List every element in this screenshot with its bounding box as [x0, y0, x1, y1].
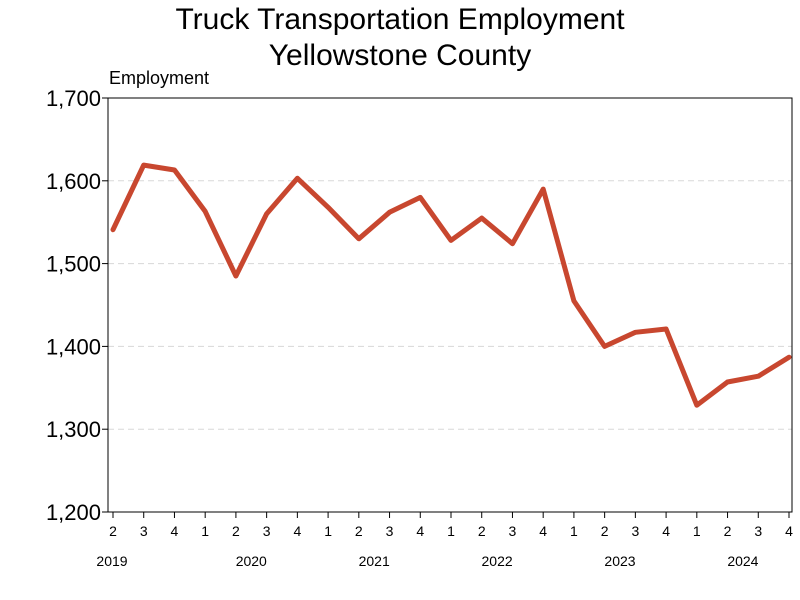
x-tick-label: 1 — [324, 523, 332, 539]
data-point — [110, 227, 116, 232]
data-point — [325, 205, 331, 210]
y-tick-label: 1,200 — [46, 500, 101, 525]
data-point — [510, 241, 515, 246]
data-point — [694, 402, 700, 408]
x-tick-label: 1 — [570, 523, 578, 539]
x-tick-label: 3 — [263, 523, 271, 539]
x-tick-label: 4 — [293, 523, 301, 539]
data-point — [540, 186, 546, 192]
data-point — [725, 379, 730, 385]
year-label: 2020 — [236, 553, 267, 569]
year-label: 2023 — [604, 553, 635, 569]
x-tick-label: 1 — [693, 523, 701, 539]
data-point — [633, 330, 638, 335]
x-tick-label: 3 — [509, 523, 517, 539]
x-tick-label: 2 — [355, 523, 363, 539]
x-tick-label: 4 — [416, 523, 424, 539]
y-tick-label: 1,300 — [46, 417, 101, 442]
data-point — [295, 176, 300, 181]
x-tick-label: 1 — [447, 523, 455, 539]
data-point — [233, 273, 239, 279]
data-point — [172, 167, 177, 173]
chart-title: Truck Transportation Employment — [175, 3, 625, 36]
year-label: 2022 — [482, 553, 513, 569]
data-point — [418, 195, 423, 200]
x-tick-label: 4 — [662, 523, 670, 539]
x-tick-label: 3 — [140, 523, 148, 539]
data-point — [479, 215, 484, 221]
year-label: 2021 — [359, 553, 390, 569]
data-point — [356, 236, 362, 241]
y-tick-label: 1,500 — [46, 252, 101, 277]
x-tick-label: 2 — [232, 523, 240, 539]
data-point — [202, 209, 208, 214]
x-tick-label: 2 — [724, 523, 732, 539]
x-tick-label: 4 — [785, 523, 793, 539]
x-tick-label: 1 — [201, 523, 209, 539]
y-axis-label: Employment — [109, 68, 210, 88]
x-tick-label: 4 — [539, 523, 547, 539]
data-point — [387, 210, 392, 215]
year-label: 2024 — [727, 553, 758, 569]
data-point — [786, 354, 792, 360]
data-point — [448, 238, 454, 243]
data-point — [756, 374, 761, 379]
year-label: 2019 — [96, 553, 127, 569]
x-tick-label: 2 — [601, 523, 609, 539]
y-tick-label: 1,400 — [46, 334, 101, 359]
y-tick-label: 1,600 — [46, 169, 101, 194]
x-tick-label: 3 — [754, 523, 762, 539]
x-tick-label: 3 — [386, 523, 394, 539]
gridlines — [108, 180, 792, 430]
plot-frame — [107, 97, 793, 513]
series-line — [110, 162, 792, 408]
x-tick-label: 2 — [478, 523, 486, 539]
y-axis: 1,200 1,300 1,400 1,500 1,600 1,700 — [46, 86, 108, 525]
data-point — [571, 298, 577, 304]
chart-subtitle: Yellowstone County — [268, 39, 532, 72]
data-point — [663, 326, 669, 332]
x-tick-label: 2 — [109, 523, 117, 539]
series-layer — [110, 162, 792, 408]
x-axis: 2 3 4 1 2 3 4 1 2 3 4 1 2 3 4 1 2 3 4 1 2 3 4 2019 2020 2021 2022 2… — [96, 512, 793, 569]
y-tick-label: 1,700 — [46, 86, 101, 111]
data-point — [141, 162, 146, 168]
data-point — [264, 211, 269, 217]
x-tick-label: 4 — [171, 523, 179, 539]
x-tick-label: 3 — [631, 523, 639, 539]
data-point — [602, 344, 607, 349]
